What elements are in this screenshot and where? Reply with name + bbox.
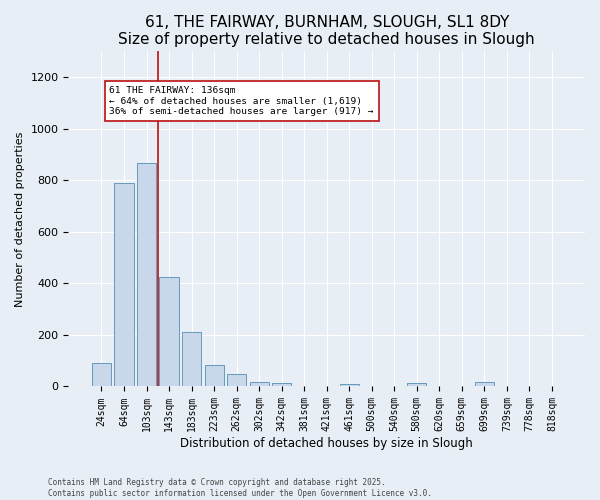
- Text: 61 THE FAIRWAY: 136sqm
← 64% of detached houses are smaller (1,619)
36% of semi-: 61 THE FAIRWAY: 136sqm ← 64% of detached…: [109, 86, 374, 116]
- Bar: [227, 374, 246, 386]
- Bar: [340, 384, 359, 386]
- Bar: [182, 332, 201, 386]
- Bar: [475, 382, 494, 386]
- Bar: [407, 382, 427, 386]
- Text: Contains HM Land Registry data © Crown copyright and database right 2025.
Contai: Contains HM Land Registry data © Crown c…: [48, 478, 432, 498]
- Bar: [250, 382, 269, 386]
- Title: 61, THE FAIRWAY, BURNHAM, SLOUGH, SL1 8DY
Size of property relative to detached : 61, THE FAIRWAY, BURNHAM, SLOUGH, SL1 8D…: [118, 15, 535, 48]
- Bar: [160, 277, 179, 386]
- Bar: [115, 183, 134, 386]
- Bar: [272, 384, 291, 386]
- Y-axis label: Number of detached properties: Number of detached properties: [15, 131, 25, 306]
- Bar: [205, 364, 224, 386]
- Bar: [92, 364, 111, 386]
- Bar: [137, 164, 156, 386]
- X-axis label: Distribution of detached houses by size in Slough: Distribution of detached houses by size …: [181, 437, 473, 450]
